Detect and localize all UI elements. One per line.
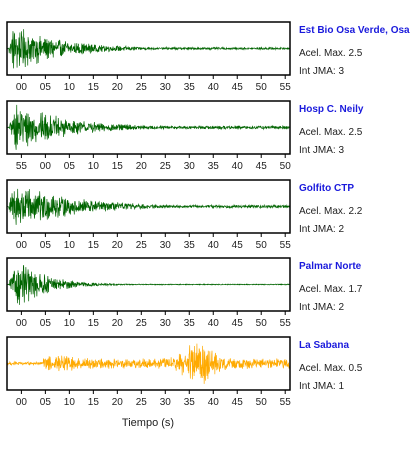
waveform-trace xyxy=(6,104,291,150)
panel-frame xyxy=(6,179,291,234)
x-tick-label: 55 xyxy=(16,161,28,172)
x-tick-label: 00 xyxy=(16,240,28,251)
x-tick-label: 40 xyxy=(208,240,220,251)
panel-frame xyxy=(6,100,291,155)
x-tick-label: 50 xyxy=(280,161,292,172)
x-tick-label: 45 xyxy=(232,82,244,93)
x-tick-label: 40 xyxy=(208,318,220,329)
max-acceleration-label: Acel. Max. 2.2 xyxy=(299,206,363,217)
jma-intensity-label: Int JMA: 2 xyxy=(299,302,344,313)
x-tick-label: 05 xyxy=(40,397,52,408)
x-tick-label: 40 xyxy=(208,397,220,408)
x-tick-label: 35 xyxy=(208,161,220,172)
x-tick-label: 50 xyxy=(256,318,268,329)
waveform-trace xyxy=(6,265,291,305)
jma-intensity-label: Int JMA: 3 xyxy=(299,66,344,77)
x-tick-label: 15 xyxy=(88,82,100,93)
x-tick-label: 25 xyxy=(160,161,172,172)
x-tick-label: 55 xyxy=(280,397,292,408)
x-tick-label: 50 xyxy=(256,240,268,251)
panel-1: 55 00 05 10 15 20 25 30 35 40 45 50 Hosp C. Neily Ace… xyxy=(6,100,364,172)
max-acceleration-label: Acel. Max. 2.5 xyxy=(299,127,363,138)
x-tick-label: 00 xyxy=(16,318,28,329)
x-tick-label: 10 xyxy=(64,240,76,251)
x-tick-label: 05 xyxy=(40,318,52,329)
x-tick-label: 30 xyxy=(160,397,172,408)
x-tick-label: 35 xyxy=(184,397,196,408)
station-name: Palmar Norte xyxy=(299,261,362,272)
x-tick-label: 55 xyxy=(280,318,292,329)
panel-frame xyxy=(6,21,291,76)
x-tick-label: 05 xyxy=(40,82,52,93)
waveform-trace xyxy=(6,343,291,384)
x-tick-label: 40 xyxy=(232,161,244,172)
waveform-trace xyxy=(6,29,291,69)
x-tick-label: 55 xyxy=(280,82,292,93)
x-tick-label: 40 xyxy=(208,82,220,93)
x-tick-label: 25 xyxy=(136,397,148,408)
x-tick-label: 45 xyxy=(232,318,244,329)
x-tick-label: 45 xyxy=(232,397,244,408)
station-name: Golfito CTP xyxy=(299,183,354,194)
x-tick-label: 35 xyxy=(184,318,196,329)
x-tick-label: 25 xyxy=(136,240,148,251)
x-tick-label: 00 xyxy=(40,161,52,172)
waveform-trace xyxy=(6,188,291,225)
station-name: Hosp C. Neily xyxy=(299,104,364,115)
x-tick-label: 20 xyxy=(112,240,124,251)
x-tick-label: 15 xyxy=(88,240,100,251)
x-tick-label: 10 xyxy=(64,318,76,329)
max-acceleration-label: Acel. Max. 2.5 xyxy=(299,48,363,59)
x-tick-label: 20 xyxy=(136,161,148,172)
x-tick-label: 15 xyxy=(88,397,100,408)
x-tick-label: 05 xyxy=(64,161,76,172)
panel-2: 00 05 10 15 20 25 30 35 40 45 50 55 Golfito CTP Acel.… xyxy=(6,179,363,251)
max-acceleration-label: Acel. Max. 0.5 xyxy=(299,363,363,374)
max-acceleration-label: Acel. Max. 1.7 xyxy=(299,284,363,295)
panel-4: 00 05 10 15 20 25 30 35 40 45 50 55 La Sabana Acel. M… xyxy=(6,336,363,408)
x-tick-label: 05 xyxy=(40,240,52,251)
x-tick-label: 50 xyxy=(256,82,268,93)
x-tick-label: 20 xyxy=(112,82,124,93)
jma-intensity-label: Int JMA: 3 xyxy=(299,145,344,156)
panel-3: 00 05 10 15 20 25 30 35 40 45 50 55 Palmar Norte Acel… xyxy=(6,257,363,329)
panel-0: 00 05 10 15 20 25 30 35 40 45 50 55 Est Bio Osa Verd… xyxy=(6,21,410,93)
seismogram-panels: 00 05 10 15 20 25 30 35 40 45 50 55 Est Bio Osa Verd… xyxy=(6,21,410,408)
x-tick-label: 35 xyxy=(184,82,196,93)
x-tick-label: 30 xyxy=(160,240,172,251)
x-tick-label: 35 xyxy=(184,240,196,251)
x-tick-label: 45 xyxy=(232,240,244,251)
panel-frame xyxy=(6,257,291,312)
x-tick-label: 45 xyxy=(256,161,268,172)
x-axis-title: Tiempo (s) xyxy=(122,417,174,429)
x-tick-label: 00 xyxy=(16,397,28,408)
x-tick-label: 15 xyxy=(112,161,124,172)
station-name: Est Bio Osa Verde, Osa xyxy=(299,25,410,36)
x-tick-label: 55 xyxy=(280,240,292,251)
x-tick-label: 10 xyxy=(64,82,76,93)
x-tick-label: 25 xyxy=(136,318,148,329)
x-tick-label: 00 xyxy=(16,82,28,93)
x-tick-label: 50 xyxy=(256,397,268,408)
x-tick-label: 20 xyxy=(112,318,124,329)
x-tick-label: 30 xyxy=(160,318,172,329)
jma-intensity-label: Int JMA: 2 xyxy=(299,224,344,235)
jma-intensity-label: Int JMA: 1 xyxy=(299,381,344,392)
x-tick-label: 25 xyxy=(136,82,148,93)
station-name: La Sabana xyxy=(299,340,349,351)
x-tick-label: 30 xyxy=(160,82,172,93)
x-tick-label: 20 xyxy=(112,397,124,408)
x-tick-label: 30 xyxy=(184,161,196,172)
x-tick-label: 10 xyxy=(64,397,76,408)
panel-frame xyxy=(6,336,291,391)
x-tick-label: 10 xyxy=(88,161,100,172)
x-tick-label: 15 xyxy=(88,318,100,329)
